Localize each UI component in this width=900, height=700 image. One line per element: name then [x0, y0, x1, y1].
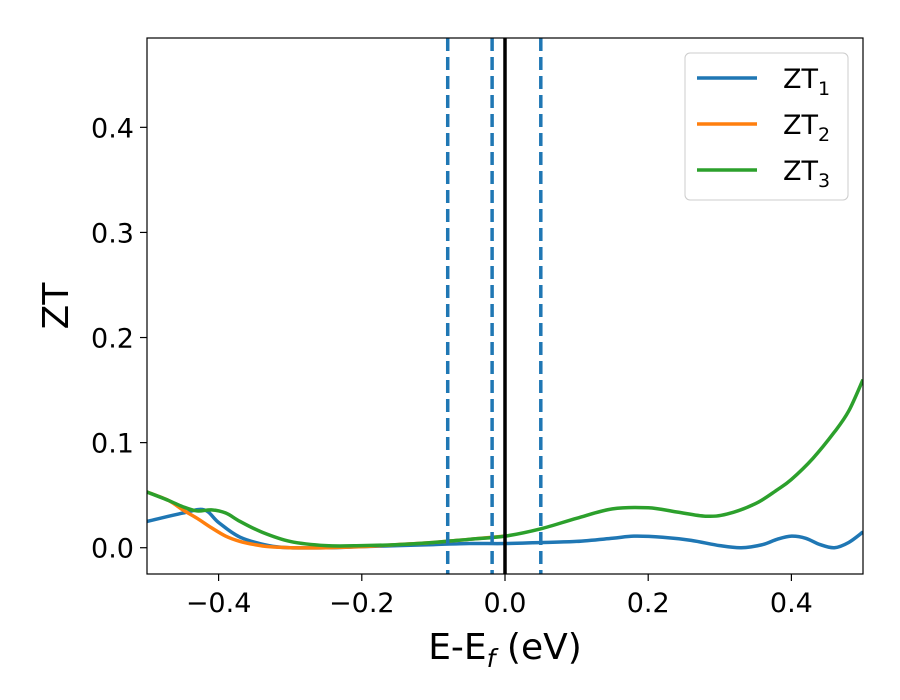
y-tick-label: 0.1 — [91, 429, 134, 460]
y-tick-label: 0.4 — [91, 113, 134, 144]
x-axis-ticks: −0.4 −0.2 0.0 0.2 0.4 — [186, 574, 813, 619]
series-line-zt1 — [147, 507, 863, 550]
y-axis-label: ZT — [36, 282, 77, 330]
x-tick-label: 0.0 — [484, 588, 527, 619]
legend: ZT1 ZT2 ZT3 — [684, 52, 849, 201]
legend-label-zt1: ZT1 — [783, 64, 830, 100]
y-tick-label: 0.3 — [91, 218, 134, 249]
x-tick-label: 0.2 — [627, 588, 670, 619]
legend-label-zt3: ZT3 — [783, 156, 830, 192]
reference-lines — [445, 38, 543, 574]
y-tick-label: 0.2 — [91, 324, 134, 355]
x-tick-label: −0.4 — [186, 588, 252, 619]
x-axis-label: E-Ef (eV) — [428, 627, 582, 673]
x-tick-label: 0.4 — [770, 588, 813, 619]
legend-box — [684, 52, 849, 201]
y-axis-ticks: 0.0 0.1 0.2 0.3 0.4 — [91, 113, 147, 565]
legend-label-zt2: ZT2 — [783, 110, 830, 146]
y-tick-label: 0.0 — [91, 534, 134, 565]
x-tick-label: −0.2 — [329, 588, 395, 619]
